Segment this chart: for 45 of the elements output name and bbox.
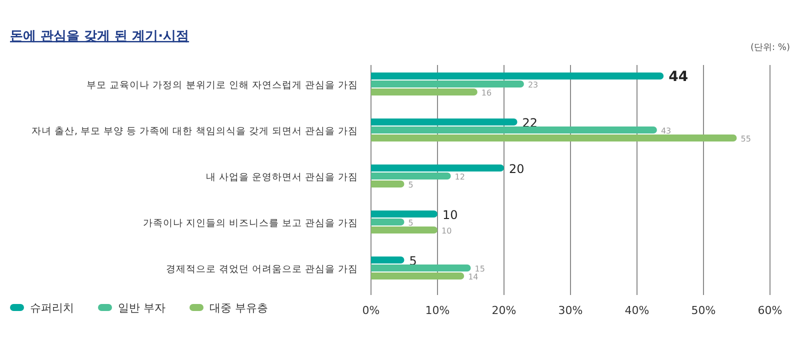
x-tick-label: 30%: [558, 304, 583, 317]
data-label: 10: [442, 226, 452, 236]
bar: [371, 126, 657, 134]
bar: [371, 118, 518, 126]
x-tick-label: 50%: [691, 304, 716, 317]
data-label: 5: [408, 180, 414, 190]
text: 돈에 관심을 갖게 된 계기·시점: [10, 29, 190, 44]
x-tick-label: 20%: [492, 304, 516, 317]
legend-label: 일반 부자: [118, 302, 166, 314]
y-tick-label: 자녀 출산, 부모 부양 등 가족에 대한 책임의식을 갖게 되면서 관심을 가짐: [31, 126, 358, 137]
data-label: 5: [408, 218, 414, 228]
data-label: 23: [528, 80, 538, 90]
x-tick-label: 0%: [362, 304, 380, 317]
bar: [371, 218, 404, 226]
x-tick-label: 60%: [758, 304, 782, 317]
bar: [371, 72, 664, 80]
data-label: 55: [740, 134, 751, 144]
y-tick-label: 부모 교육이나 가정의 분위기로 인해 자연스럽게 관심을 가짐: [86, 80, 358, 91]
bar: [371, 180, 404, 188]
bar: [371, 256, 404, 264]
x-tick-label: 10%: [425, 304, 450, 317]
legend-label: 대중 부유층: [210, 302, 268, 314]
data-label: 16: [481, 88, 492, 98]
text: (단위: %): [750, 43, 790, 53]
y-tick-label: 내 사업을 운영하면서 관심을 가짐: [206, 172, 358, 183]
bar: [371, 88, 478, 96]
bar: [371, 134, 737, 142]
data-label: 14: [468, 272, 478, 282]
data-label: 12: [454, 172, 465, 182]
legend-label: 슈퍼리치: [30, 302, 74, 314]
bar: [371, 172, 451, 180]
data-label: 15: [474, 264, 485, 274]
x-tick-label: 40%: [624, 304, 650, 317]
data-label: 10: [442, 208, 458, 222]
bar: [371, 164, 504, 172]
bar: [371, 264, 471, 272]
y-tick-label: 가족이나 지인들의 비즈니스를 보고 관심을 가짐: [142, 218, 358, 229]
data-label: 43: [660, 126, 672, 136]
data-label: 44: [668, 69, 688, 85]
bar: [371, 80, 524, 88]
data-label: 20: [509, 162, 524, 176]
bar: [371, 272, 464, 280]
y-tick-label: 경제적으로 겪었던 어려움으로 관심을 가짐: [166, 264, 358, 275]
bar: [371, 210, 438, 218]
bar: [371, 226, 438, 234]
